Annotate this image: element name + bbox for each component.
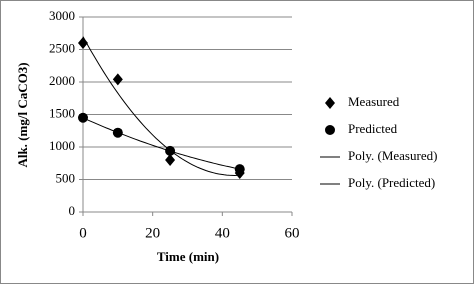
- x-axis-title: Time (min): [157, 249, 219, 264]
- x-tick-label: 60: [285, 225, 300, 241]
- trendline: [82, 117, 240, 170]
- legend-marker: [325, 125, 335, 135]
- y-tick-label: 2500: [49, 40, 75, 55]
- point: [78, 37, 88, 49]
- x-tick-label: 20: [145, 225, 160, 241]
- trendline: [82, 36, 240, 177]
- y-tick-label: 2000: [49, 73, 75, 88]
- y-tick-label: 0: [69, 203, 76, 218]
- y-tick-label: 1500: [49, 105, 75, 120]
- point: [165, 145, 176, 156]
- point: [112, 73, 123, 86]
- legend-label: Poly. (Measured): [348, 148, 437, 163]
- legend-label: Measured: [348, 94, 400, 109]
- legend-marker: [325, 97, 335, 109]
- point: [234, 164, 245, 175]
- y-axis-title: Alk. (mg/l CaCO3): [15, 62, 30, 167]
- point: [112, 127, 123, 138]
- y-tick-label: 3000: [49, 8, 75, 23]
- y-tick-label: 500: [56, 170, 76, 185]
- y-tick-label: 1000: [49, 138, 75, 153]
- point: [78, 112, 88, 123]
- x-tick-label: 0: [79, 225, 87, 241]
- legend-label: Poly. (Predicted): [348, 175, 435, 190]
- x-tick-label: 40: [215, 225, 230, 241]
- point: [165, 154, 176, 166]
- legend-label: Predicted: [348, 121, 398, 136]
